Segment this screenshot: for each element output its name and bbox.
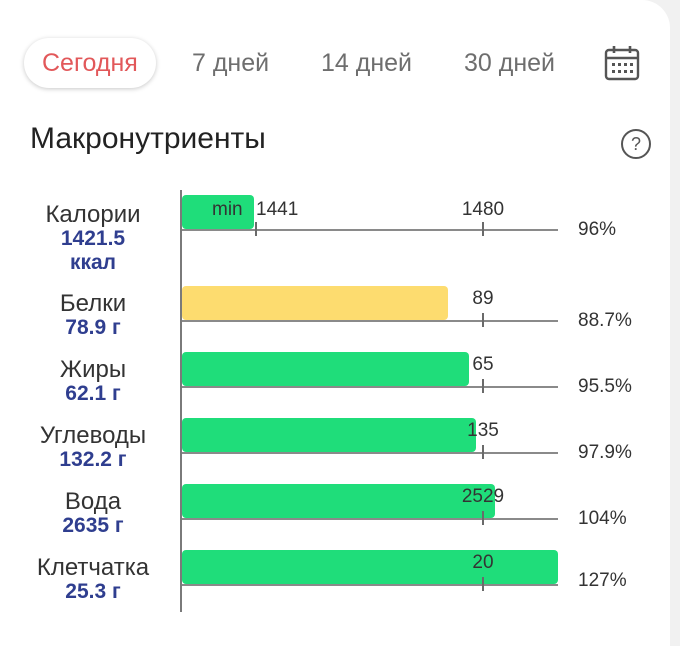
target-value: 65 (472, 354, 494, 375)
tab-7-days[interactable]: 7 дней (192, 49, 270, 77)
nutrient-value: 132.2 г (59, 448, 127, 471)
percent-value: 127% (578, 570, 627, 591)
tab-today[interactable]: Сегодня (24, 38, 156, 88)
nutrient-row-protein: Белки 78.9 г 89 88.7% (0, 286, 680, 352)
nutrient-bar (182, 286, 448, 320)
nutrient-row-fiber: Клетчатка 25.3 г 20 127% (0, 550, 680, 616)
section-title: Макронутриенты (30, 122, 266, 155)
target-line (182, 452, 558, 454)
nutrient-name: Жиры (59, 356, 127, 383)
target-line (182, 584, 558, 586)
target-line (182, 320, 558, 322)
percent-value: 96% (578, 219, 617, 240)
nutrient-name: Углеводы (39, 422, 147, 449)
nutrient-name: Клетчатка (36, 554, 150, 581)
nutrient-value: 62.1 г (65, 382, 121, 405)
target-tick (482, 577, 484, 591)
percent-value: 104% (578, 508, 627, 529)
nutrient-bar (182, 550, 558, 584)
target-line (182, 229, 558, 231)
svg-text:?: ? (631, 134, 641, 154)
target-value: 1480 (461, 199, 505, 220)
target-value: 20 (472, 552, 494, 573)
target-value: 135 (467, 420, 499, 441)
nutrient-row-calories: Калории 1421.5 ккал min 1441 1480 96% (0, 195, 680, 274)
target-value: 89 (472, 288, 494, 309)
nutrient-bar (182, 418, 476, 452)
nutrient-bar (182, 484, 495, 518)
target-line (182, 518, 558, 520)
target-tick (482, 222, 484, 236)
nutrient-bar (182, 352, 469, 386)
target-tick (482, 511, 484, 525)
percent-value: 95.5% (578, 376, 632, 397)
nutrient-row-water: Вода 2635 г 2529 104% (0, 484, 680, 550)
percent-value: 88.7% (578, 310, 632, 331)
nutrient-name: Калории (45, 201, 141, 228)
tab-30-days[interactable]: 30 дней (464, 49, 556, 77)
nutrient-bar (182, 195, 254, 229)
target-tick (482, 445, 484, 459)
target-tick (482, 313, 484, 327)
nutrient-value: 25.3 г (65, 580, 121, 603)
nutrient-value: 78.9 г (65, 316, 121, 339)
min-tick (255, 222, 257, 236)
nutrient-value: 1421.5 (60, 227, 126, 250)
nutrient-name: Белки (59, 290, 127, 317)
nutrient-row-fat: Жиры 62.1 г 65 95.5% (0, 352, 680, 418)
nutrient-row-carbs: Углеводы 132.2 г 135 97.9% (0, 418, 680, 484)
tab-14-days[interactable]: 14 дней (321, 49, 413, 77)
nutrient-value: 2635 г (62, 514, 124, 537)
nutrient-name: Вода (64, 488, 122, 515)
min-label: min (212, 199, 243, 220)
question-circle-icon[interactable]: ? (620, 128, 652, 160)
percent-value: 97.9% (578, 442, 632, 463)
target-value: 2529 (461, 486, 505, 507)
nutrient-unit: ккал (69, 251, 117, 274)
min-value: 1441 (256, 199, 299, 220)
calendar-icon[interactable] (604, 44, 640, 82)
chart-axis (180, 190, 182, 612)
target-tick (482, 379, 484, 393)
target-line (182, 386, 558, 388)
